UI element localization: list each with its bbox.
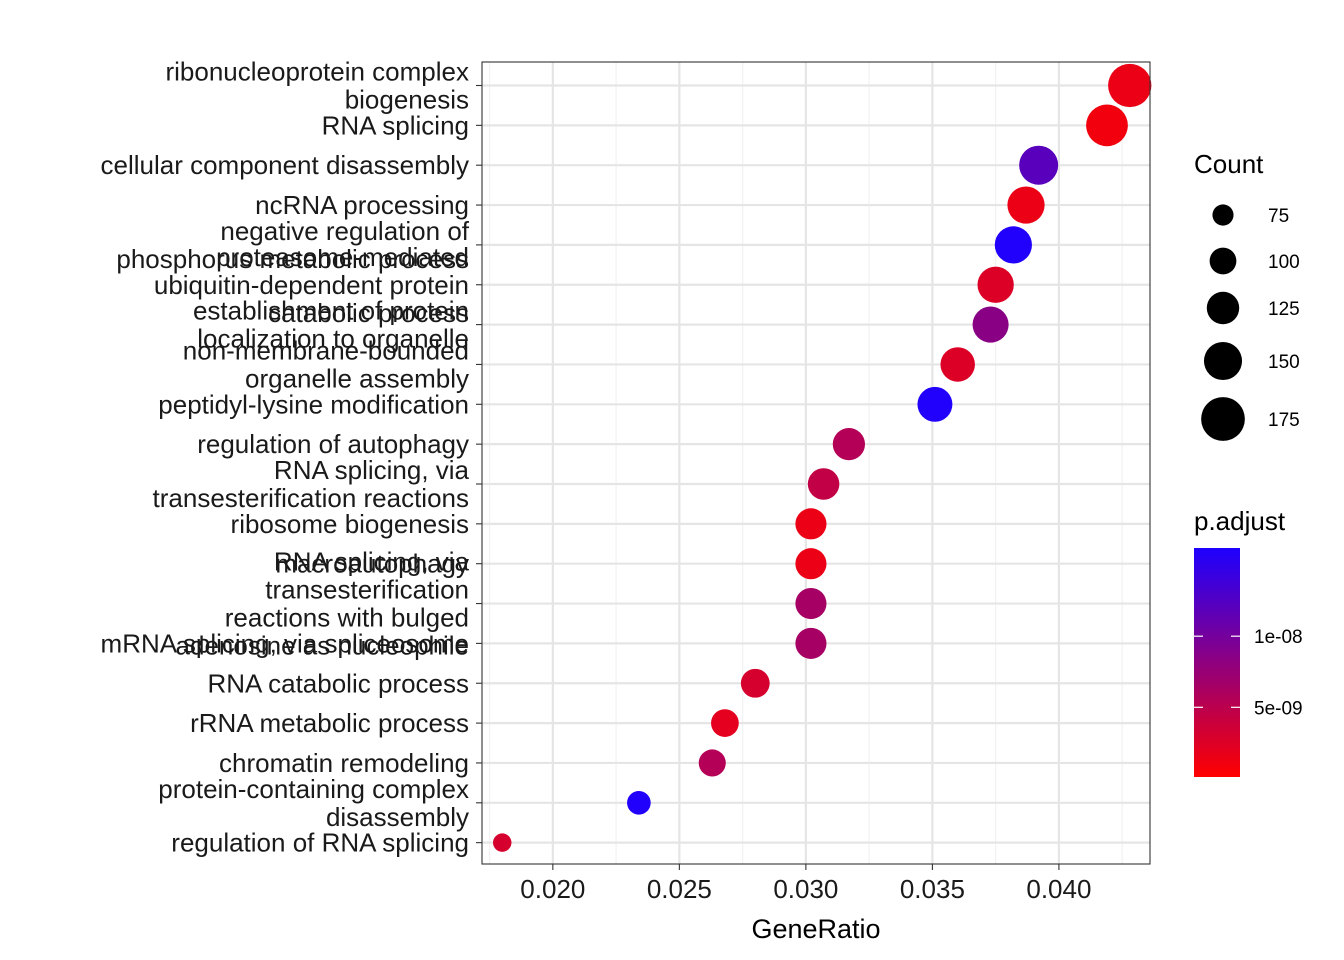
y-tick-label: macroautophagy [275, 549, 469, 579]
count-legend: Count 75 100 125 150 175 [1194, 149, 1300, 441]
data-point [917, 386, 953, 422]
count-legend-label: 75 [1268, 206, 1289, 227]
padjust-legend: p.adjust 1e-08 5e-09 [1194, 506, 1303, 777]
data-point [795, 587, 827, 620]
panel-border [481, 61, 1151, 865]
y-tick-label: ncRNA processing [255, 190, 469, 220]
y-tick-label: proteasome-mediated [216, 242, 469, 272]
y-tick-label: ribosome biogenesis [231, 509, 469, 539]
y-tick-label: adenosine as nucleophile [176, 631, 469, 661]
data-point [795, 548, 827, 580]
data-points [493, 63, 1152, 852]
data-point [807, 468, 840, 500]
y-tick-label: phosphorus metabolic process [116, 244, 469, 274]
y-tick-label: peptidyl-lysine modification [158, 389, 469, 419]
y-tick-label: establishment of protein [193, 296, 469, 326]
y-tick-label: chromatin remodeling [219, 748, 469, 778]
count-legend-title: Count [1194, 149, 1264, 179]
data-point [627, 790, 651, 815]
y-tick-label: organelle assembly [245, 363, 469, 393]
y-tick-label: protein-containing complex [158, 774, 469, 804]
y-tick-label: mRNA splicing, via spliceosome [101, 628, 469, 658]
y-tick-label: RNA splicing [322, 110, 469, 140]
y-tick-label: non-membrane-bounded [183, 335, 469, 365]
count-legend-key [1203, 341, 1243, 381]
y-tick-label: disassembly [326, 802, 469, 832]
x-tick-label: 0.030 [773, 874, 838, 904]
count-legend-label: 175 [1268, 410, 1300, 431]
padjust-legend-label: 1e-08 [1254, 627, 1303, 648]
x-axis-title: GeneRatio [751, 914, 880, 944]
count-legend-label: 100 [1268, 252, 1300, 273]
count-legend-label: 150 [1268, 352, 1300, 373]
count-legend-key [1212, 204, 1234, 226]
data-point [698, 749, 726, 777]
panel-grid [482, 62, 1150, 864]
y-tick-label: negative regulation of [220, 216, 469, 246]
data-point [740, 668, 770, 698]
panel-background [482, 62, 1150, 864]
padjust-legend-label: 5e-09 [1254, 698, 1303, 719]
x-axis: 0.020 0.025 0.030 0.035 0.040 [520, 864, 1091, 904]
padjust-legend-title: p.adjust [1194, 506, 1286, 536]
y-tick-label: reactions with bulged [225, 603, 469, 633]
data-point [972, 306, 1009, 343]
x-tick-label: 0.035 [900, 874, 965, 904]
y-tick-label: transesterification reactions [153, 483, 469, 513]
y-tick-label: regulation of autophagy [197, 429, 469, 459]
y-tick-label: rRNA metabolic process [190, 708, 469, 738]
y-tick-label: catabolic process [268, 298, 469, 328]
y-tick-label: cellular component disassembly [100, 150, 469, 180]
x-tick-label: 0.025 [647, 874, 712, 904]
y-tick-label: RNA catabolic process [207, 668, 469, 698]
count-legend-key [1209, 247, 1237, 275]
y-tick-label: transesterification [265, 575, 469, 605]
data-point [795, 508, 827, 540]
y-tick-label: biogenesis [345, 85, 469, 115]
y-tick-label: ubiquitin-dependent protein [154, 270, 469, 300]
data-point [1108, 63, 1152, 108]
data-point [1007, 186, 1045, 224]
y-tick-label: regulation of RNA splicing [171, 828, 469, 858]
data-point [832, 428, 866, 461]
x-tick-label: 0.020 [520, 874, 585, 904]
data-point [795, 627, 827, 659]
data-point [977, 266, 1014, 303]
x-tick-label: 0.040 [1026, 874, 1091, 904]
count-legend-key [1201, 397, 1245, 441]
y-tick-label: RNA splicing, via [274, 547, 470, 577]
data-point [940, 347, 975, 382]
y-tick-label: RNA splicing, via [274, 455, 470, 485]
data-point [493, 833, 512, 852]
data-point [1019, 145, 1059, 185]
y-tick-label: ribonucleoprotein complex [165, 57, 469, 87]
y-tick-label: localization to organelle [197, 324, 469, 354]
data-point [1086, 104, 1128, 147]
data-point [994, 226, 1032, 264]
padjust-colorbar [1194, 548, 1240, 777]
count-legend-label: 125 [1268, 299, 1300, 320]
count-legend-key [1206, 291, 1240, 325]
data-point [711, 709, 739, 737]
